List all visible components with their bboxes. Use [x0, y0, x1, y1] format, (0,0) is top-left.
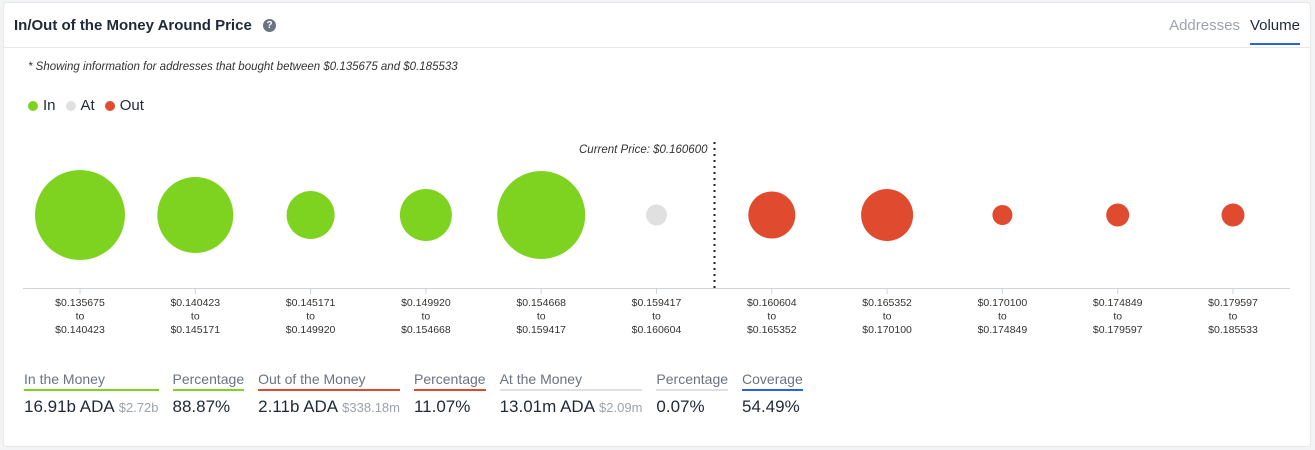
stat-value: 54.49% [742, 397, 800, 416]
legend-item-at[interactable]: At [65, 97, 95, 114]
x-tick-label: to [422, 311, 431, 323]
x-tick-label: $0.174849 [978, 324, 1028, 336]
stat-usd-value: $338.18m [342, 400, 400, 415]
x-tick-label: to [1113, 311, 1122, 323]
stat-label: Coverage [742, 371, 803, 391]
stat-label: Percentage [172, 371, 245, 391]
stat-label: Percentage [656, 371, 729, 391]
x-tick-label: to [76, 311, 85, 323]
bubble-out [1106, 203, 1130, 227]
x-tick-label: $0.179597 [1093, 324, 1143, 336]
bubble-out [861, 189, 914, 241]
bubble-in [157, 177, 234, 253]
x-tick-label: $0.170100 [978, 297, 1028, 309]
x-tick-label: $0.149920 [286, 324, 336, 336]
bubble-in [497, 171, 586, 259]
legend-item-out[interactable]: Out [104, 97, 144, 114]
tab-volume[interactable]: Volume [1249, 17, 1300, 45]
stat-out-percentage: Percentage 11.07% [413, 371, 486, 417]
x-tick-label: $0.145171 [286, 297, 336, 309]
legend-dot-at [65, 100, 76, 111]
x-tick-label: to [883, 311, 892, 323]
bubble-out [748, 191, 796, 239]
x-tick-label: $0.160604 [747, 297, 797, 309]
legend-item-in[interactable]: In [28, 97, 56, 114]
x-tick-label: $0.165352 [862, 297, 912, 309]
stat-value: 16.91b ADA $2.72b [24, 397, 159, 417]
x-tick-label: $0.140423 [170, 297, 220, 309]
stat-at-the-money: At the Money 13.01m ADA $2.09m [499, 371, 643, 417]
stat-in-percentage: Percentage 88.87% [172, 371, 245, 417]
stat-label: At the Money [499, 371, 643, 391]
stat-label: Percentage [413, 371, 486, 391]
stat-usd-value: $2.09m [599, 400, 643, 415]
x-tick-label: $0.179597 [1208, 297, 1258, 309]
legend-label-at: At [80, 97, 95, 114]
tab-addresses[interactable]: Addresses [1169, 17, 1240, 34]
stat-value: 88.87% [172, 397, 231, 416]
x-tick-label: $0.135675 [55, 297, 105, 309]
x-tick-label: to [1229, 311, 1238, 323]
legend-dot-out [104, 100, 115, 111]
x-tick-label: $0.149920 [401, 297, 451, 309]
card-title: In/Out of the Money Around Price [14, 17, 252, 34]
stat-main-value: 13.01m ADA [499, 397, 596, 416]
x-tick-label: $0.145171 [170, 324, 220, 336]
bubble-chart: Current Price: $0.160600$0.135675to$0.14… [23, 142, 1290, 336]
stat-label: In the Money [24, 371, 159, 391]
legend-label-in: In [43, 97, 56, 114]
x-tick-label: $0.174849 [1093, 297, 1143, 309]
stat-value: 2.11b ADA $338.18m [258, 397, 400, 417]
x-tick-label: to [652, 311, 661, 323]
x-tick-label: $0.160604 [632, 324, 682, 336]
legend-label-out: Out [119, 97, 144, 114]
stat-at-percentage: Percentage 0.07% [656, 371, 729, 417]
stat-in-the-money: In the Money 16.91b ADA $2.72b [24, 371, 159, 417]
stat-main-value: 16.91b ADA [24, 397, 115, 416]
x-tick-label: $0.170100 [862, 324, 912, 336]
x-tick-label: to [306, 311, 315, 323]
x-tick-label: $0.154668 [401, 324, 451, 336]
current-price-label: Current Price: $0.160600 [579, 144, 708, 156]
stat-value: 0.07% [656, 397, 705, 416]
x-tick-label: $0.159417 [632, 297, 682, 309]
x-tick-label: to [191, 311, 200, 323]
stat-value: 13.01m ADA $2.09m [500, 397, 643, 417]
x-tick-label: $0.140423 [55, 324, 105, 336]
stat-label: Out of the Money [258, 371, 400, 391]
x-tick-label: to [767, 311, 776, 323]
bubble-in [35, 170, 125, 260]
x-tick-label: to [537, 311, 546, 323]
x-tick-label: $0.185533 [1208, 324, 1258, 336]
bubble-out [1221, 203, 1245, 227]
x-tick-label: $0.159417 [516, 324, 566, 336]
stat-usd-value: $2.72b [118, 400, 159, 415]
x-tick-label: $0.154668 [516, 297, 566, 309]
stat-coverage: Coverage 54.49% [742, 371, 803, 417]
stat-value: 11.07% [413, 397, 471, 416]
legend-dot-in [28, 100, 38, 111]
question-circle-icon[interactable]: ? [263, 19, 276, 32]
x-tick-label: to [998, 311, 1007, 323]
bubble-out [992, 205, 1013, 225]
summary-stats: In the Money 16.91b ADA $2.72b Percentage… [24, 371, 817, 417]
bubble-at [646, 204, 667, 226]
bubble-in [286, 191, 335, 239]
stat-out-of-the-money: Out of the Money 2.11b ADA $338.18m [258, 371, 400, 417]
x-tick-label: $0.165352 [747, 324, 797, 336]
view-tabs: Addresses Volume [1159, 17, 1300, 45]
stat-main-value: 2.11b ADA [258, 397, 339, 416]
card-header: In/Out of the Money Around Price ? Addre… [4, 3, 1310, 48]
bubble-in [399, 189, 452, 241]
price-range-note: * Showing information for addresses that… [28, 61, 458, 73]
chart-legend: In At Out [28, 97, 154, 114]
